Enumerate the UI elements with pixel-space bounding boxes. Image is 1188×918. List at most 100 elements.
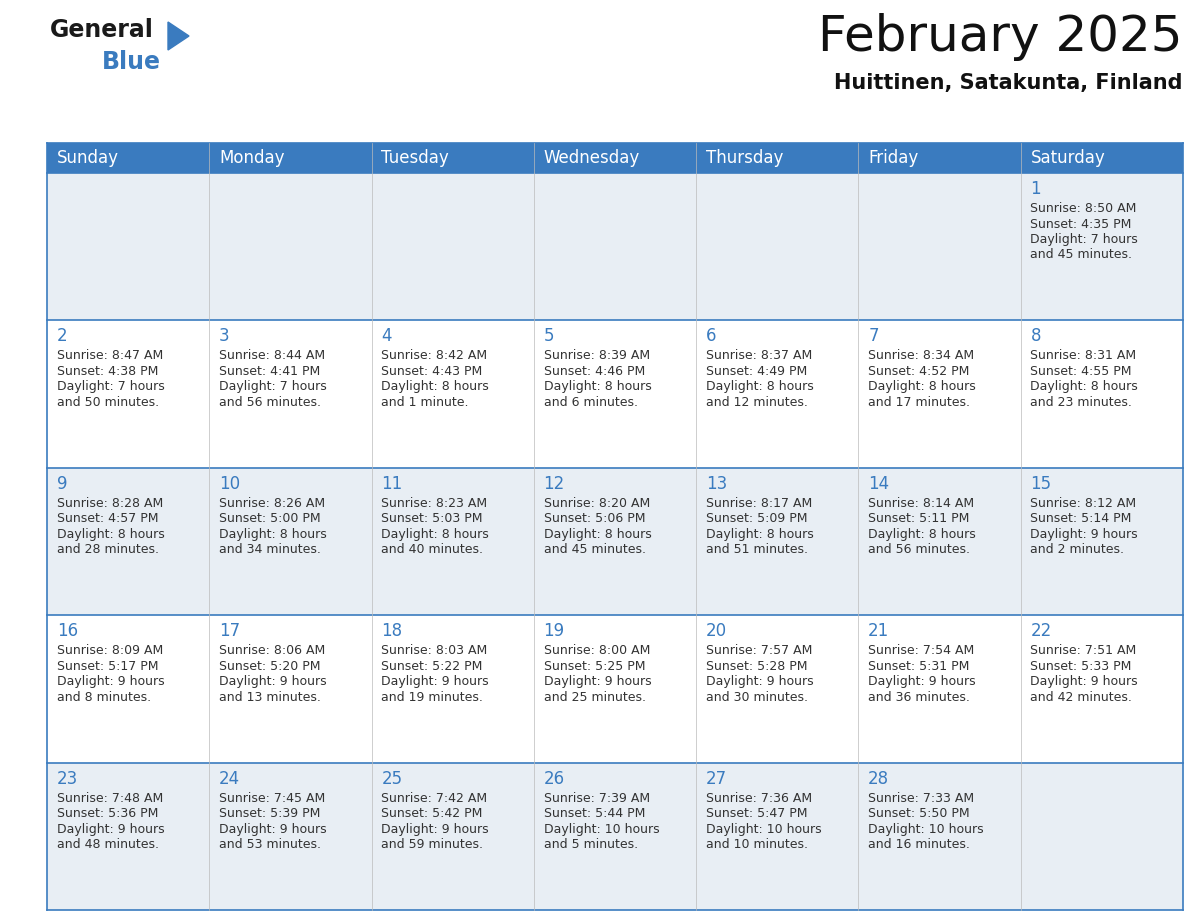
Text: Thursday: Thursday bbox=[706, 149, 783, 167]
Text: Daylight: 9 hours: Daylight: 9 hours bbox=[868, 676, 975, 688]
Polygon shape bbox=[168, 22, 189, 50]
Text: and 28 minutes.: and 28 minutes. bbox=[57, 543, 159, 556]
Text: Blue: Blue bbox=[102, 50, 162, 74]
Text: Sunrise: 7:36 AM: Sunrise: 7:36 AM bbox=[706, 791, 813, 804]
Bar bbox=[1020, 143, 1183, 173]
Text: 3: 3 bbox=[219, 328, 229, 345]
Text: Daylight: 9 hours: Daylight: 9 hours bbox=[381, 676, 489, 688]
Bar bbox=[372, 763, 533, 910]
Text: and 30 minutes.: and 30 minutes. bbox=[706, 690, 808, 704]
Bar bbox=[533, 615, 696, 763]
Text: and 48 minutes.: and 48 minutes. bbox=[57, 838, 159, 851]
Text: 9: 9 bbox=[57, 475, 68, 493]
Text: Daylight: 8 hours: Daylight: 8 hours bbox=[868, 528, 975, 541]
Text: Sunset: 4:38 PM: Sunset: 4:38 PM bbox=[57, 364, 158, 378]
Text: Sunrise: 8:34 AM: Sunrise: 8:34 AM bbox=[868, 350, 974, 363]
Bar bbox=[48, 615, 209, 763]
Bar bbox=[209, 320, 372, 468]
Text: Sunrise: 8:06 AM: Sunrise: 8:06 AM bbox=[219, 644, 326, 657]
Bar bbox=[696, 320, 859, 468]
Text: and 53 minutes.: and 53 minutes. bbox=[219, 838, 321, 851]
Text: Sunrise: 7:54 AM: Sunrise: 7:54 AM bbox=[868, 644, 974, 657]
Text: Sunset: 5:50 PM: Sunset: 5:50 PM bbox=[868, 807, 969, 820]
Text: 8: 8 bbox=[1030, 328, 1041, 345]
Text: 10: 10 bbox=[219, 475, 240, 493]
Text: Sunrise: 8:23 AM: Sunrise: 8:23 AM bbox=[381, 497, 487, 509]
Bar bbox=[696, 468, 859, 615]
Text: Sunrise: 8:42 AM: Sunrise: 8:42 AM bbox=[381, 350, 487, 363]
Text: Sunrise: 8:39 AM: Sunrise: 8:39 AM bbox=[544, 350, 650, 363]
Bar bbox=[859, 320, 1020, 468]
Bar bbox=[533, 763, 696, 910]
Text: and 5 minutes.: and 5 minutes. bbox=[544, 838, 638, 851]
Text: February 2025: February 2025 bbox=[819, 13, 1183, 61]
Bar bbox=[1020, 615, 1183, 763]
Text: Sunset: 4:43 PM: Sunset: 4:43 PM bbox=[381, 364, 482, 378]
Text: and 17 minutes.: and 17 minutes. bbox=[868, 396, 971, 409]
Text: Tuesday: Tuesday bbox=[381, 149, 449, 167]
Text: Sunrise: 8:20 AM: Sunrise: 8:20 AM bbox=[544, 497, 650, 509]
Text: and 2 minutes.: and 2 minutes. bbox=[1030, 543, 1125, 556]
Text: 22: 22 bbox=[1030, 622, 1051, 640]
Text: and 59 minutes.: and 59 minutes. bbox=[381, 838, 484, 851]
Text: Daylight: 9 hours: Daylight: 9 hours bbox=[544, 676, 651, 688]
Text: Daylight: 9 hours: Daylight: 9 hours bbox=[219, 823, 327, 835]
Text: Daylight: 9 hours: Daylight: 9 hours bbox=[1030, 528, 1138, 541]
Bar bbox=[48, 173, 209, 320]
Bar bbox=[1020, 173, 1183, 320]
Text: 13: 13 bbox=[706, 475, 727, 493]
Text: 14: 14 bbox=[868, 475, 890, 493]
Bar bbox=[696, 143, 859, 173]
Text: 21: 21 bbox=[868, 622, 890, 640]
Text: 20: 20 bbox=[706, 622, 727, 640]
Bar bbox=[372, 173, 533, 320]
Text: and 56 minutes.: and 56 minutes. bbox=[868, 543, 971, 556]
Text: Monday: Monday bbox=[219, 149, 284, 167]
Text: Sunrise: 8:50 AM: Sunrise: 8:50 AM bbox=[1030, 202, 1137, 215]
Text: Sunrise: 8:09 AM: Sunrise: 8:09 AM bbox=[57, 644, 163, 657]
Text: 11: 11 bbox=[381, 475, 403, 493]
Text: Sunrise: 8:26 AM: Sunrise: 8:26 AM bbox=[219, 497, 326, 509]
Text: Sunset: 5:47 PM: Sunset: 5:47 PM bbox=[706, 807, 808, 820]
Text: 16: 16 bbox=[57, 622, 78, 640]
Bar bbox=[696, 763, 859, 910]
Text: Sunset: 5:25 PM: Sunset: 5:25 PM bbox=[544, 660, 645, 673]
Bar bbox=[209, 143, 372, 173]
Text: Sunset: 4:35 PM: Sunset: 4:35 PM bbox=[1030, 218, 1132, 230]
Text: Sunrise: 7:39 AM: Sunrise: 7:39 AM bbox=[544, 791, 650, 804]
Bar bbox=[209, 763, 372, 910]
Text: Daylight: 7 hours: Daylight: 7 hours bbox=[219, 380, 327, 394]
Text: Sunrise: 8:00 AM: Sunrise: 8:00 AM bbox=[544, 644, 650, 657]
Text: Sunset: 4:41 PM: Sunset: 4:41 PM bbox=[219, 364, 321, 378]
Text: 12: 12 bbox=[544, 475, 564, 493]
Text: Daylight: 9 hours: Daylight: 9 hours bbox=[1030, 676, 1138, 688]
Bar bbox=[533, 173, 696, 320]
Text: Daylight: 9 hours: Daylight: 9 hours bbox=[57, 823, 164, 835]
Text: Sunset: 4:55 PM: Sunset: 4:55 PM bbox=[1030, 364, 1132, 378]
Bar bbox=[48, 320, 209, 468]
Text: Sunrise: 8:37 AM: Sunrise: 8:37 AM bbox=[706, 350, 813, 363]
Text: 18: 18 bbox=[381, 622, 403, 640]
Text: Daylight: 7 hours: Daylight: 7 hours bbox=[57, 380, 164, 394]
Text: Sunrise: 8:03 AM: Sunrise: 8:03 AM bbox=[381, 644, 487, 657]
Text: Daylight: 9 hours: Daylight: 9 hours bbox=[706, 676, 814, 688]
Bar bbox=[696, 615, 859, 763]
Text: 6: 6 bbox=[706, 328, 716, 345]
Text: Daylight: 9 hours: Daylight: 9 hours bbox=[381, 823, 489, 835]
Text: and 1 minute.: and 1 minute. bbox=[381, 396, 469, 409]
Text: and 36 minutes.: and 36 minutes. bbox=[868, 690, 971, 704]
Text: and 6 minutes.: and 6 minutes. bbox=[544, 396, 638, 409]
Text: Sunday: Sunday bbox=[57, 149, 119, 167]
Bar bbox=[372, 615, 533, 763]
Text: Sunrise: 7:45 AM: Sunrise: 7:45 AM bbox=[219, 791, 326, 804]
Text: 2: 2 bbox=[57, 328, 68, 345]
Text: 15: 15 bbox=[1030, 475, 1051, 493]
Text: Daylight: 8 hours: Daylight: 8 hours bbox=[544, 380, 651, 394]
Bar bbox=[1020, 763, 1183, 910]
Text: 26: 26 bbox=[544, 769, 564, 788]
Text: Daylight: 8 hours: Daylight: 8 hours bbox=[381, 380, 489, 394]
Text: Sunset: 5:42 PM: Sunset: 5:42 PM bbox=[381, 807, 482, 820]
Text: and 16 minutes.: and 16 minutes. bbox=[868, 838, 971, 851]
Text: Sunrise: 8:47 AM: Sunrise: 8:47 AM bbox=[57, 350, 163, 363]
Text: Sunset: 5:09 PM: Sunset: 5:09 PM bbox=[706, 512, 808, 525]
